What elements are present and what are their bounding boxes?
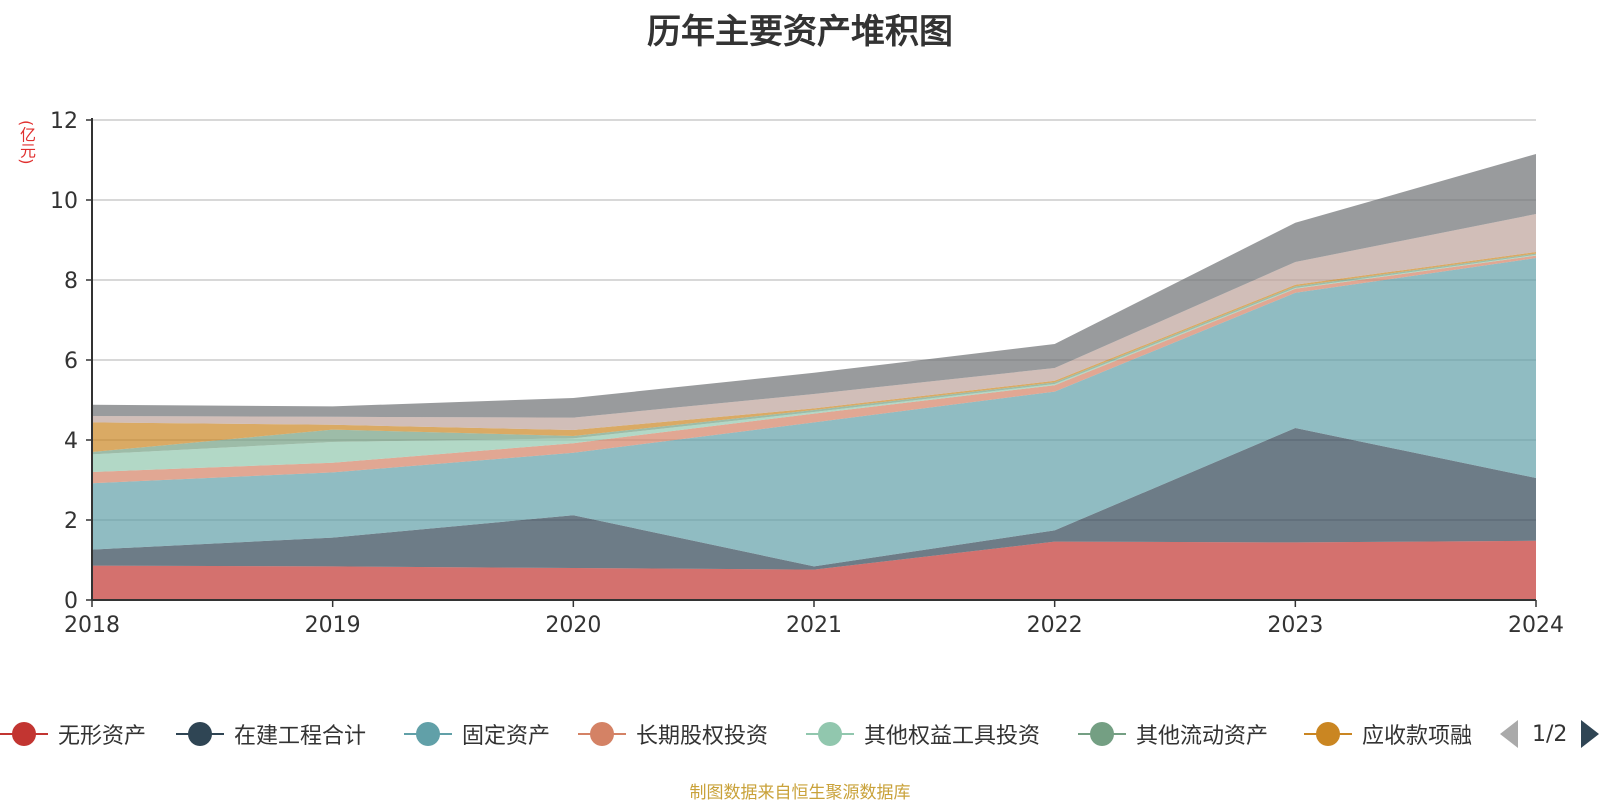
- area-series-6: [92, 253, 1536, 455]
- x-tick-label: 2020: [545, 613, 601, 638]
- x-tick-label: 2023: [1267, 613, 1323, 638]
- y-axis-unit-label: (亿元): [17, 120, 36, 165]
- area-series-3: [92, 258, 1536, 567]
- legend-pager: 1/2: [1500, 716, 1600, 752]
- legend-item[interactable]: 其他流动资产: [1078, 716, 1268, 752]
- area-series-5: [92, 254, 1536, 472]
- legend-marker-icon: [404, 720, 452, 748]
- x-tick-label: 2018: [64, 613, 120, 638]
- legend-prev-arrow-icon[interactable]: [1500, 720, 1518, 748]
- legend-page-indicator: 1/2: [1532, 721, 1568, 747]
- y-tick-label: 10: [50, 189, 78, 214]
- area-series-2: [92, 428, 1536, 570]
- area-series-7: [92, 252, 1536, 452]
- legend-label: 其他权益工具投资: [864, 724, 1041, 749]
- legend-item[interactable]: 应收款项融: [1304, 716, 1472, 752]
- axes: 0 2 4 6 8 10 12 2018 2019 2020 2021 2022 2023 2024: [50, 109, 1564, 638]
- legend-item[interactable]: 长期股权投资: [578, 716, 768, 752]
- legend-label: 长期股权投资: [636, 724, 769, 749]
- legend-marker-icon: [176, 720, 224, 748]
- chart-title: 历年主要资产堆积图: [647, 12, 953, 52]
- y-tick-label: 8: [64, 269, 78, 294]
- legend: 无形资产 在建工程合计 固定资产 长期股权投资 其他权益工具投资 其他流动资产 应收款项融: [0, 716, 1600, 752]
- y-tick-label: 0: [64, 589, 78, 614]
- legend-label: 在建工程合计: [234, 724, 367, 749]
- source-note: 制图数据来自恒生聚源数据库: [689, 783, 911, 803]
- legend-item[interactable]: 在建工程合计: [176, 716, 366, 752]
- legend-item[interactable]: 其他权益工具投资: [806, 716, 1040, 752]
- area-series-1: [92, 540, 1536, 600]
- legend-marker-icon: [806, 720, 854, 748]
- area-series: [92, 154, 1536, 600]
- area-series-4: [92, 255, 1536, 484]
- x-tick-label: 2021: [786, 613, 842, 638]
- legend-item[interactable]: 固定资产: [404, 716, 550, 752]
- legend-label: 应收款项融: [1362, 724, 1473, 749]
- legend-label: 其他流动资产: [1136, 724, 1269, 749]
- legend-label: 无形资产: [58, 724, 147, 749]
- y-tick-label: 2: [64, 509, 78, 534]
- legend-marker-icon: [1078, 720, 1126, 748]
- y-tick-label: 6: [64, 349, 78, 374]
- x-tick-label: 2024: [1508, 613, 1564, 638]
- legend-item[interactable]: 无形资产: [0, 716, 146, 752]
- legend-next-arrow-icon[interactable]: [1581, 720, 1600, 748]
- legend-label: 固定资产: [462, 724, 551, 749]
- y-tick-label: 12: [50, 109, 78, 134]
- legend-marker-icon: [578, 720, 626, 748]
- x-tick-label: 2022: [1027, 613, 1083, 638]
- legend-marker-icon: [1304, 720, 1352, 748]
- y-tick-label: 4: [64, 429, 78, 454]
- x-tick-label: 2019: [305, 613, 361, 638]
- legend-marker-icon: [0, 720, 48, 748]
